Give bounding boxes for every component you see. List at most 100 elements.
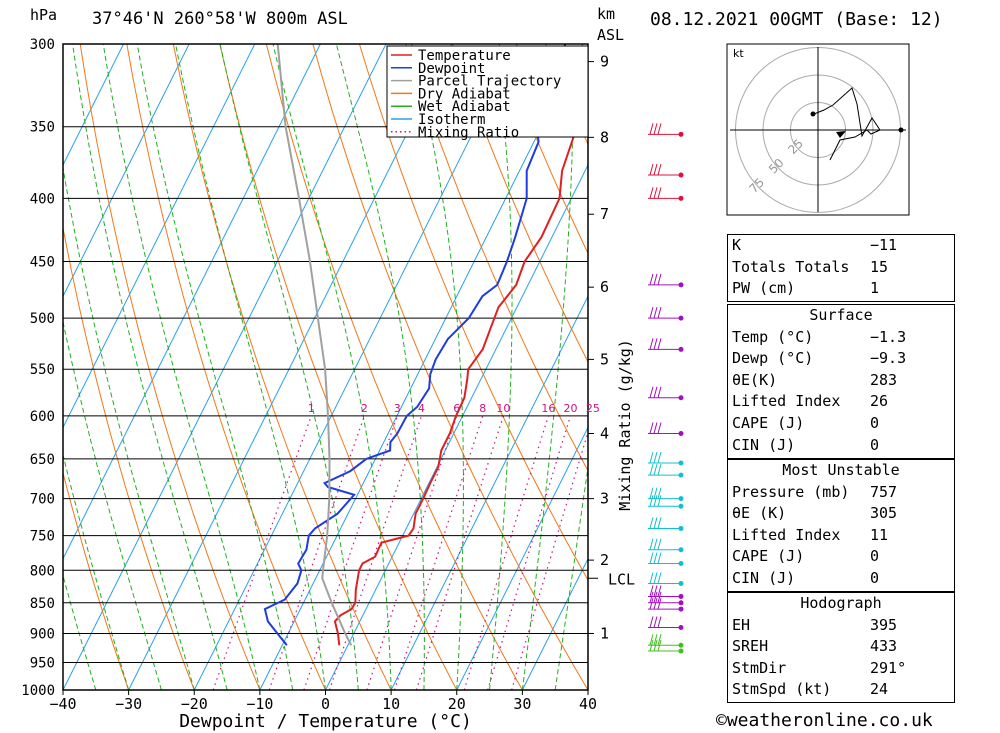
wet-adiabat-line xyxy=(102,44,261,690)
temperature-tick-label: −30 xyxy=(115,695,142,713)
wind-barb-dot xyxy=(678,472,684,478)
isotherm-line xyxy=(63,44,124,167)
wet-adiabat-line xyxy=(63,452,130,690)
datetime-title: 08.12.2021 00GMT (Base: 12) xyxy=(650,9,943,30)
wind-barb-dot xyxy=(678,315,684,321)
table-row: Lifted Index 11 xyxy=(728,525,954,547)
temperature-tick-label: −10 xyxy=(246,695,273,713)
wind-barb-feather xyxy=(653,422,658,434)
wind-barb-feather xyxy=(657,306,662,319)
pressure-tick-label: 400 xyxy=(30,191,55,207)
table-row-label: CIN (J) xyxy=(732,435,796,454)
km-tick-label: 5 xyxy=(600,350,609,368)
wind-barb-feather xyxy=(649,338,654,350)
table-row-label: θE (K) xyxy=(732,504,787,523)
dry-adiabat-line xyxy=(126,44,326,690)
table-row-value: 0 xyxy=(870,413,880,432)
wind-barb-dot xyxy=(678,346,684,352)
table-row-value: 0 xyxy=(870,568,880,587)
table-row: CIN (J) 0 xyxy=(728,568,954,590)
wind-barb-dot xyxy=(678,581,684,587)
mixing-ratio-label: 25 xyxy=(586,402,600,415)
dry-adiabat-line xyxy=(498,44,588,255)
table-row-label: θE(K) xyxy=(732,370,778,389)
wind-barb-feather xyxy=(649,517,654,529)
wind-barb-feather xyxy=(657,639,662,652)
wind-barb-feather xyxy=(653,585,658,597)
isotherm-line xyxy=(63,44,387,690)
table-row: K −11 xyxy=(728,235,954,257)
wind-barb-dot xyxy=(678,648,684,654)
pressure-tick-label: 300 xyxy=(30,37,55,53)
wind-barb-feather xyxy=(657,338,662,350)
wind-barb-feather xyxy=(649,487,654,499)
pressure-tick-label: 800 xyxy=(30,563,55,579)
legend-entry: Temperature xyxy=(418,48,511,64)
table-row-value: 1 xyxy=(870,279,880,298)
wind-barb-dot xyxy=(678,460,684,466)
pressure-tick-label: 350 xyxy=(30,120,55,136)
mixing-ratio-label: 8 xyxy=(479,402,486,415)
wind-barb-dot xyxy=(678,642,684,648)
wind-barb-feather xyxy=(657,187,662,199)
isotherm-line xyxy=(63,44,190,298)
wind-barb-feather xyxy=(653,487,658,499)
wind-barb-dot xyxy=(678,131,684,137)
wind-barb-feather xyxy=(657,552,662,564)
wind-barb-feather xyxy=(653,591,658,603)
wind-barb-dot xyxy=(678,561,684,567)
km-tick-label: 4 xyxy=(600,425,609,443)
wind-barb-feather xyxy=(649,538,654,550)
wind-barb-feather xyxy=(653,634,658,646)
wind-barb-dot xyxy=(678,503,684,509)
temperature-tick-label: −40 xyxy=(49,695,76,713)
wind-barb-feather xyxy=(653,639,658,652)
wind-barb-feather xyxy=(653,597,658,610)
wind-barb-dot xyxy=(678,525,684,531)
wind-barb-feather xyxy=(649,585,654,597)
wind-barb-feather xyxy=(649,187,654,199)
wind-barb-feather xyxy=(649,386,654,398)
mixing-ratio-label: 6 xyxy=(453,402,460,415)
wind-barb-feather xyxy=(657,487,662,499)
wind-barb-feather xyxy=(649,306,654,319)
table-row-label: CIN (J) xyxy=(732,568,796,587)
temperature-tick-label: −20 xyxy=(181,695,208,713)
table-row: Temp (°C) −1.3 xyxy=(728,327,954,349)
table-row-value: −9.3 xyxy=(870,349,907,368)
table-row-value: 11 xyxy=(870,525,889,544)
table-row: Dewp (°C) −9.3 xyxy=(728,348,954,370)
wind-barb-dot xyxy=(678,547,684,553)
legend-entry: Parcel Trajectory xyxy=(418,74,561,90)
table-row: Lifted Index 26 xyxy=(728,391,954,413)
mixing-ratio-line xyxy=(415,415,504,690)
wind-barb-feather xyxy=(657,616,662,628)
km-tick-label: 2 xyxy=(600,551,609,569)
mixing-ratio-label: 16 xyxy=(541,402,555,415)
wind-barb-feather xyxy=(649,634,654,646)
mixing-ratio-line xyxy=(511,430,588,690)
table-title: Surface xyxy=(809,306,873,324)
location-title: 37°46'N 260°58'W 800m ASL xyxy=(92,9,348,29)
x-axis-label: Dewpoint / Temperature (°C) xyxy=(179,711,472,732)
table-row-value: −11 xyxy=(870,236,898,254)
wind-barb-feather xyxy=(653,495,658,507)
pressure-tick-label: 900 xyxy=(30,626,55,642)
wind-barb-feather xyxy=(649,495,654,507)
mixing-ratio-label: 3 xyxy=(394,402,401,415)
wind-barb-feather xyxy=(657,591,662,603)
wind-barb-dot xyxy=(678,172,684,178)
table-row-label: StmSpd (kt) xyxy=(732,680,832,699)
table-row-value: 305 xyxy=(870,504,898,523)
wet-adiabat-line xyxy=(335,44,425,690)
wind-barb-feather xyxy=(649,451,654,464)
wind-barb-dot xyxy=(678,282,684,288)
wind-barb-feather xyxy=(649,597,654,610)
wind-barb-feather xyxy=(657,572,662,584)
table-row-label: Temp (°C) xyxy=(732,327,814,346)
wind-barb-feather xyxy=(657,517,662,529)
lcl-label: LCL xyxy=(608,570,635,588)
table-row: PW (cm) 1 xyxy=(728,278,954,300)
wind-barb-feather xyxy=(653,552,658,564)
